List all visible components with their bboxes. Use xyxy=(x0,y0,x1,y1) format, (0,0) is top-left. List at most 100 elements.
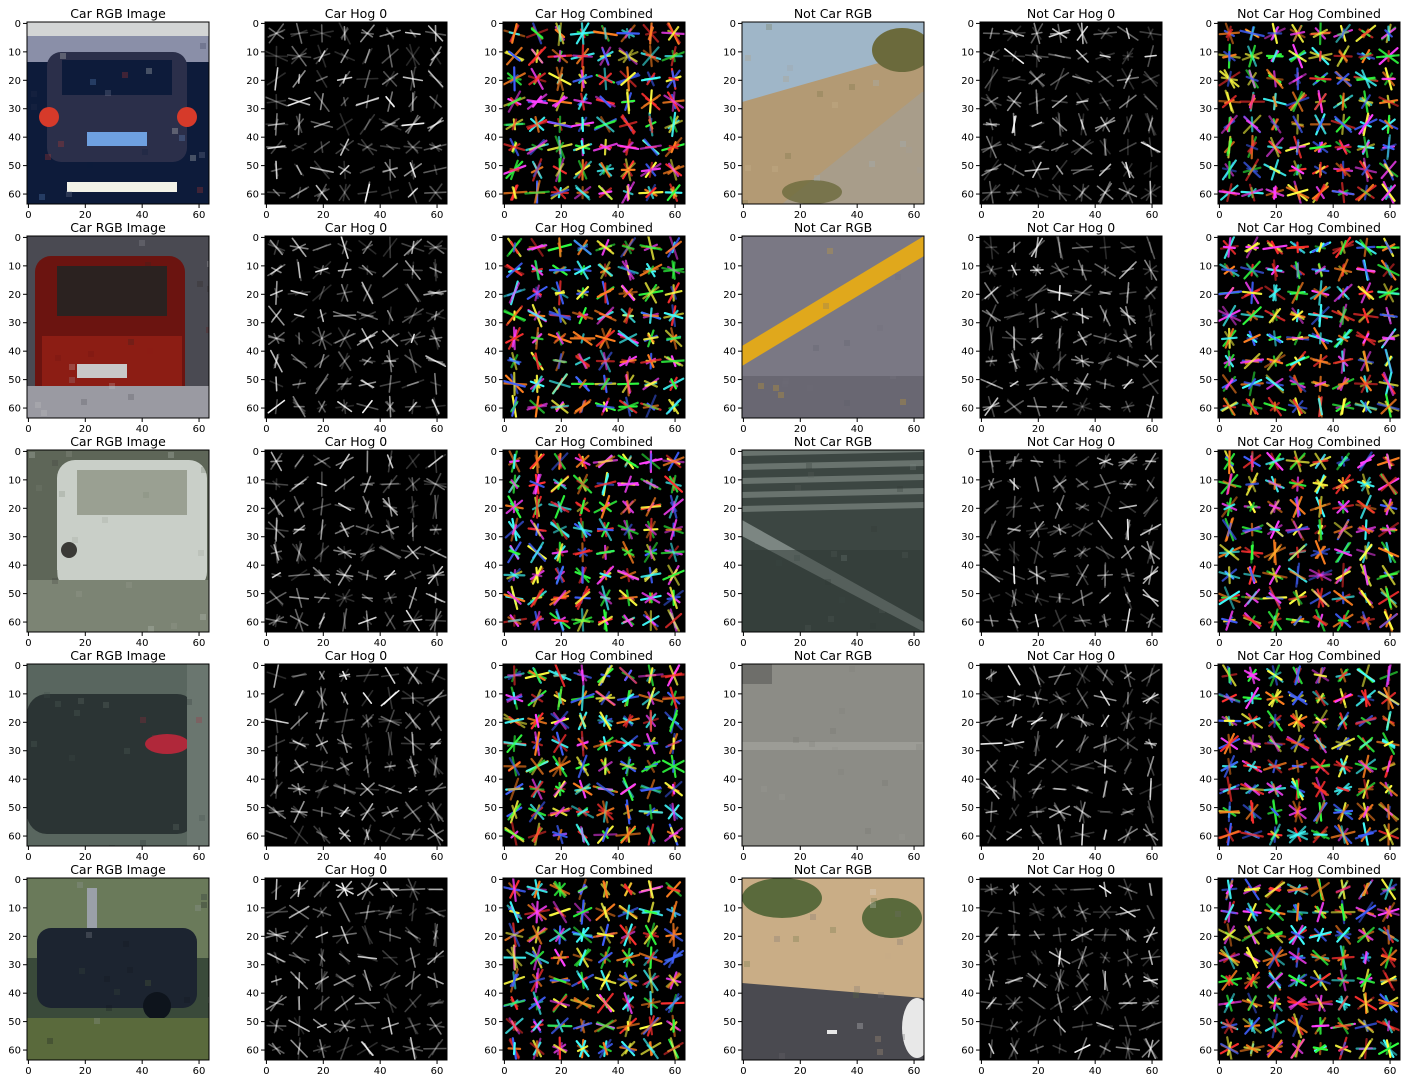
y-tick-label: 50 xyxy=(1199,1017,1212,1028)
subplot-title: Not Car RGB xyxy=(794,862,872,877)
x-tick-label: 40 xyxy=(374,852,387,863)
hog-background xyxy=(980,450,1162,632)
x-tick-label: 20 xyxy=(79,424,92,435)
subplot-title: Not Car Hog 0 xyxy=(1027,220,1115,235)
hog-background xyxy=(980,878,1162,1060)
y-tick-label: 60 xyxy=(246,404,259,415)
y-tick-label: 10 xyxy=(723,475,736,486)
y-tick-label: 20 xyxy=(1199,76,1212,87)
y-tick-label: 60 xyxy=(1199,1046,1212,1057)
x-tick-label: 40 xyxy=(136,210,149,221)
y-tick-label: 60 xyxy=(8,404,21,415)
y-tick-label: 60 xyxy=(961,618,974,629)
hog-background xyxy=(265,236,447,418)
y-tick-label: 10 xyxy=(723,903,736,914)
subplot-r1-c1: Car Hog 0 0 20 40 60 0 10 20 30 40 50 60 xyxy=(246,220,448,435)
x-tick-label: 0 xyxy=(1216,1066,1222,1077)
y-tick-label: 40 xyxy=(8,133,21,144)
hog-image xyxy=(980,22,1162,204)
subplot-r0-c2: Car Hog Combined 0 20 40 60 0 10 20 30 40 50 60 xyxy=(484,6,686,221)
subplot-title: Not Car RGB xyxy=(794,6,872,21)
axes-frame xyxy=(502,21,686,205)
y-tick-label: 20 xyxy=(484,76,497,87)
y-tick-label: 40 xyxy=(484,775,497,786)
x-tick-label: 60 xyxy=(193,638,206,649)
x-tick-label: 60 xyxy=(1146,210,1159,221)
y-tick-label: 0 xyxy=(491,447,497,458)
y-tick-label: 20 xyxy=(723,932,736,943)
y-tick-label: 30 xyxy=(246,960,259,971)
x-tick-label: 0 xyxy=(501,852,507,863)
x-tick-label: 60 xyxy=(669,424,682,435)
subplot-r0-c3: Not Car RGB 0 20 40 60 0 10 20 30 40 50 60 xyxy=(723,6,925,221)
x-tick-label: 20 xyxy=(794,1066,807,1077)
y-tick-label: 20 xyxy=(1199,290,1212,301)
y-tick-label: 50 xyxy=(246,803,259,814)
y-tick-label: 10 xyxy=(246,47,259,58)
hog-background xyxy=(503,664,685,846)
subplot-title: Not Car RGB xyxy=(794,434,872,449)
x-tick-label: 20 xyxy=(79,852,92,863)
rgb-image xyxy=(742,878,924,1060)
x-tick-label: 60 xyxy=(431,1066,444,1077)
x-tick-label: 60 xyxy=(1146,424,1159,435)
x-tick-label: 60 xyxy=(669,638,682,649)
y-tick-label: 30 xyxy=(723,746,736,757)
y-tick-label: 50 xyxy=(484,375,497,386)
y-tick-label: 10 xyxy=(1199,261,1212,272)
y-tick-label: 50 xyxy=(8,161,21,172)
y-tick-label: 50 xyxy=(246,375,259,386)
axes-frame xyxy=(1217,877,1401,1061)
y-tick-label: 20 xyxy=(246,932,259,943)
hog-image xyxy=(265,22,447,204)
y-tick-label: 0 xyxy=(253,447,259,458)
y-tick-label: 60 xyxy=(484,832,497,843)
y-tick-label: 20 xyxy=(723,504,736,515)
subplot-r0-c1: Car Hog 0 0 20 40 60 0 10 20 30 40 50 60 xyxy=(246,6,448,221)
x-tick-label: 0 xyxy=(1216,852,1222,863)
x-tick-label: 20 xyxy=(794,638,807,649)
y-tick-label: 60 xyxy=(246,1046,259,1057)
subplot-r0-c5: Not Car Hog Combined 0 20 40 60 0 10 20 30 40 50 60 xyxy=(1199,6,1401,221)
y-tick-label: 10 xyxy=(961,689,974,700)
subplot-r2-c2: Car Hog Combined 0 20 40 60 0 10 20 30 40 50 60 xyxy=(484,434,686,649)
axes-frame xyxy=(741,663,925,847)
hog-image xyxy=(265,450,447,632)
y-tick-label: 60 xyxy=(1199,190,1212,201)
x-tick-label: 40 xyxy=(851,424,864,435)
x-tick-label: 0 xyxy=(740,424,746,435)
subplot-title: Not Car Hog 0 xyxy=(1027,6,1115,21)
subplot-r1-c0: Car RGB Image 0 20 40 60 0 10 20 30 40 50 60 xyxy=(8,220,210,435)
subplot-r3-c2: Car Hog Combined 0 20 40 60 0 10 20 30 40 50 60 xyxy=(484,648,686,863)
x-tick-label: 20 xyxy=(1270,210,1283,221)
x-tick-label: 60 xyxy=(908,1066,921,1077)
x-tick-label: 60 xyxy=(908,638,921,649)
y-tick-label: 20 xyxy=(246,76,259,87)
y-tick-label: 50 xyxy=(1199,375,1212,386)
hog-image xyxy=(265,236,447,418)
x-tick-label: 0 xyxy=(501,638,507,649)
y-tick-label: 0 xyxy=(1206,233,1212,244)
x-tick-label: 40 xyxy=(374,638,387,649)
y-tick-label: 40 xyxy=(484,133,497,144)
axes-frame xyxy=(502,449,686,633)
y-tick-label: 0 xyxy=(253,19,259,30)
subplot-title: Car Hog 0 xyxy=(325,434,387,449)
y-tick-label: 30 xyxy=(961,318,974,329)
y-tick-label: 10 xyxy=(961,475,974,486)
y-tick-label: 10 xyxy=(484,47,497,58)
y-tick-label: 40 xyxy=(8,561,21,572)
x-tick-label: 20 xyxy=(1270,1066,1283,1077)
subplot-title: Car RGB Image xyxy=(70,434,166,449)
y-tick-label: 10 xyxy=(723,689,736,700)
rgb-image xyxy=(27,236,209,418)
y-tick-label: 60 xyxy=(484,618,497,629)
y-tick-label: 50 xyxy=(723,803,736,814)
y-tick-label: 60 xyxy=(961,404,974,415)
axes-frame xyxy=(264,663,448,847)
x-tick-label: 0 xyxy=(25,638,31,649)
x-tick-label: 0 xyxy=(978,424,984,435)
subplot-r2-c1: Car Hog 0 0 20 40 60 0 10 20 30 40 50 60 xyxy=(246,434,448,649)
rgb-image xyxy=(742,236,924,418)
